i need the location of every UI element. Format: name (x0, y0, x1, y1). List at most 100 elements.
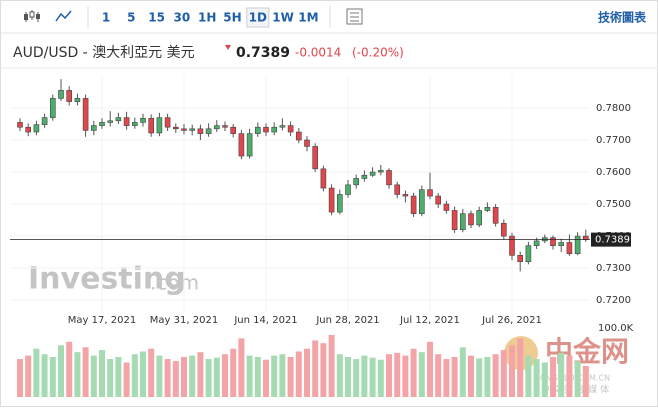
candle-body (214, 125, 220, 130)
volume-bar (517, 338, 524, 397)
candle-body (566, 242, 573, 255)
interval-button[interactable]: 5H (223, 11, 241, 25)
candle-body (205, 128, 212, 134)
volume-bar (328, 334, 335, 397)
candle-body (353, 178, 360, 186)
volume-bar (189, 355, 196, 397)
volume-bar (246, 355, 253, 397)
candle-body (148, 117, 154, 134)
candle-body (492, 206, 499, 224)
candle-body (287, 125, 294, 133)
volume-bar (582, 365, 589, 397)
last-price-label: 0.7389 (595, 235, 630, 246)
interval-button[interactable]: 15 (148, 11, 165, 25)
candle-body (115, 117, 122, 122)
candle-body (369, 171, 376, 176)
candle-body (181, 128, 187, 131)
candle-body (476, 210, 483, 226)
candle-body (394, 184, 401, 195)
volume-bar (238, 338, 245, 397)
volume-bar (574, 361, 581, 397)
candle-body (17, 122, 23, 128)
candle-body (304, 139, 310, 147)
candle-body (435, 195, 442, 205)
interval-button[interactable]: 5 (127, 11, 135, 25)
x-tick-label: Jun 14, 2021 (233, 315, 297, 326)
technical-chart-link[interactable]: 技術圖表 (598, 10, 647, 25)
volume-bar (197, 352, 204, 397)
volume-bar (304, 348, 310, 397)
volume-bar (443, 359, 450, 397)
volume-bar (500, 350, 507, 397)
change-percent: (-0.20%) (352, 46, 404, 60)
candle-body (164, 117, 171, 128)
interval-button[interactable]: 1H (198, 11, 216, 25)
volume-bar (320, 343, 327, 397)
watermark: .com (150, 271, 199, 295)
volume-bar (410, 348, 417, 397)
candle-body (49, 98, 56, 118)
candle-body (132, 122, 138, 126)
change: -0.0014 (295, 46, 341, 60)
candle-body (402, 194, 409, 197)
watermark: Investing (28, 262, 186, 297)
volume-bar (345, 356, 351, 397)
volume-bar (107, 359, 114, 397)
chart-type-candle[interactable] (24, 10, 40, 22)
volume-bar (418, 352, 425, 397)
candle-body (91, 125, 97, 131)
interval-button[interactable]: 1M (298, 11, 318, 25)
candle-body (550, 237, 556, 247)
down-arrow (225, 45, 231, 50)
chart-type-line[interactable] (55, 10, 72, 22)
volume-bar (99, 350, 105, 397)
candle-body (509, 235, 515, 256)
interval-button[interactable]: 30 (174, 11, 191, 25)
volume-bar (295, 351, 302, 397)
volume-bar (213, 357, 220, 397)
volume-bar (140, 351, 146, 397)
volume-bar (394, 352, 401, 397)
volume-bar (230, 348, 237, 397)
y-tick-label: 0.7800 (596, 103, 631, 114)
volume-bar (263, 359, 269, 397)
x-tick-label: May 17, 2021 (68, 315, 136, 326)
volume-bar (402, 355, 409, 397)
volume-bar (172, 361, 179, 397)
candle-body (386, 170, 392, 186)
volume-bar (82, 347, 89, 397)
volume-bar (279, 354, 286, 397)
volume-bar (17, 359, 23, 397)
candle-body (328, 187, 335, 213)
candle-body (222, 125, 228, 128)
volume-bar (222, 354, 228, 397)
volume-bar (484, 356, 491, 397)
candle-body (263, 126, 269, 133)
volume-bar (492, 354, 499, 397)
volume-bar (386, 354, 392, 397)
candle-body (74, 98, 81, 102)
volume-bar (115, 356, 122, 397)
candle-body (500, 222, 507, 237)
interval-button[interactable]: 1 (102, 11, 110, 25)
volume-bar (49, 356, 56, 397)
candle-body (451, 210, 458, 230)
candle-body (582, 235, 589, 240)
volume-bar (25, 355, 32, 397)
candle-body (410, 195, 417, 214)
last-price-box (591, 232, 631, 247)
y-tick-label: 0.7500 (596, 199, 631, 210)
candle-body (107, 120, 113, 123)
volume-bar (558, 352, 565, 397)
candle-body (41, 117, 48, 125)
volume-bar (336, 354, 343, 397)
interval-button[interactable]: 1W (272, 11, 294, 25)
volume-bar (312, 340, 319, 397)
last-price: 0.7389 (236, 45, 290, 61)
x-tick-label: May 31, 2021 (150, 315, 218, 326)
candle-body (361, 174, 368, 179)
interval-button[interactable]: 1D (249, 11, 267, 25)
candle-body (255, 126, 261, 134)
candle-body (173, 126, 179, 130)
settings-icon[interactable] (346, 8, 363, 25)
